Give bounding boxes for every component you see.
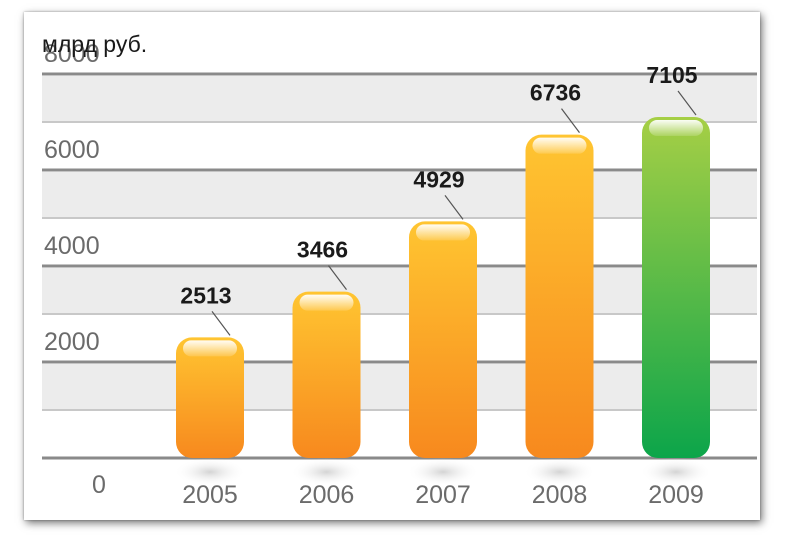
bar-reflection <box>640 458 712 486</box>
grid-band <box>42 268 757 314</box>
bar-shine <box>532 137 587 154</box>
bar-reflection <box>174 458 246 486</box>
data-label-leader <box>328 265 347 290</box>
bar-2007 <box>409 221 477 458</box>
bar-shine <box>649 119 703 136</box>
bar-shine <box>299 294 354 311</box>
x-category-label: 2008 <box>532 481 588 509</box>
bar-reflection <box>523 458 596 486</box>
y-tick-label: 6000 <box>44 136 100 164</box>
x-category-label: 2005 <box>182 481 238 509</box>
data-label-2007: 4929 <box>413 166 464 192</box>
y-tick-label: 2000 <box>44 328 100 356</box>
data-label-2005: 2513 <box>180 282 231 308</box>
grid-band <box>42 364 757 410</box>
data-label-leader <box>561 108 580 134</box>
bar-2005 <box>176 337 244 458</box>
x-category-label: 2007 <box>415 481 471 509</box>
data-label-leader <box>444 195 464 220</box>
bar-2008 <box>525 134 594 458</box>
bar-2009 <box>642 116 710 459</box>
data-label-leader <box>211 311 231 336</box>
bar-shine <box>183 340 237 357</box>
grid-band <box>42 172 757 218</box>
data-label-leader <box>677 90 697 116</box>
data-label-2009: 7105 <box>646 62 697 88</box>
x-category-label: 2009 <box>648 481 704 509</box>
bar-reflection <box>407 458 479 486</box>
y-tick-label: 0 <box>92 471 106 499</box>
y-unit-label: млрд руб. <box>42 31 147 57</box>
bar-2006 <box>292 291 361 458</box>
bar-reflection <box>290 458 363 486</box>
grid-band <box>42 76 757 122</box>
bar-shine <box>416 224 470 241</box>
y-tick-label: 8000 <box>44 40 100 68</box>
data-label-2008: 6736 <box>530 80 581 106</box>
x-category-label: 2006 <box>299 481 355 509</box>
data-label-2006: 3466 <box>297 237 348 263</box>
y-tick-label: 4000 <box>44 232 100 260</box>
